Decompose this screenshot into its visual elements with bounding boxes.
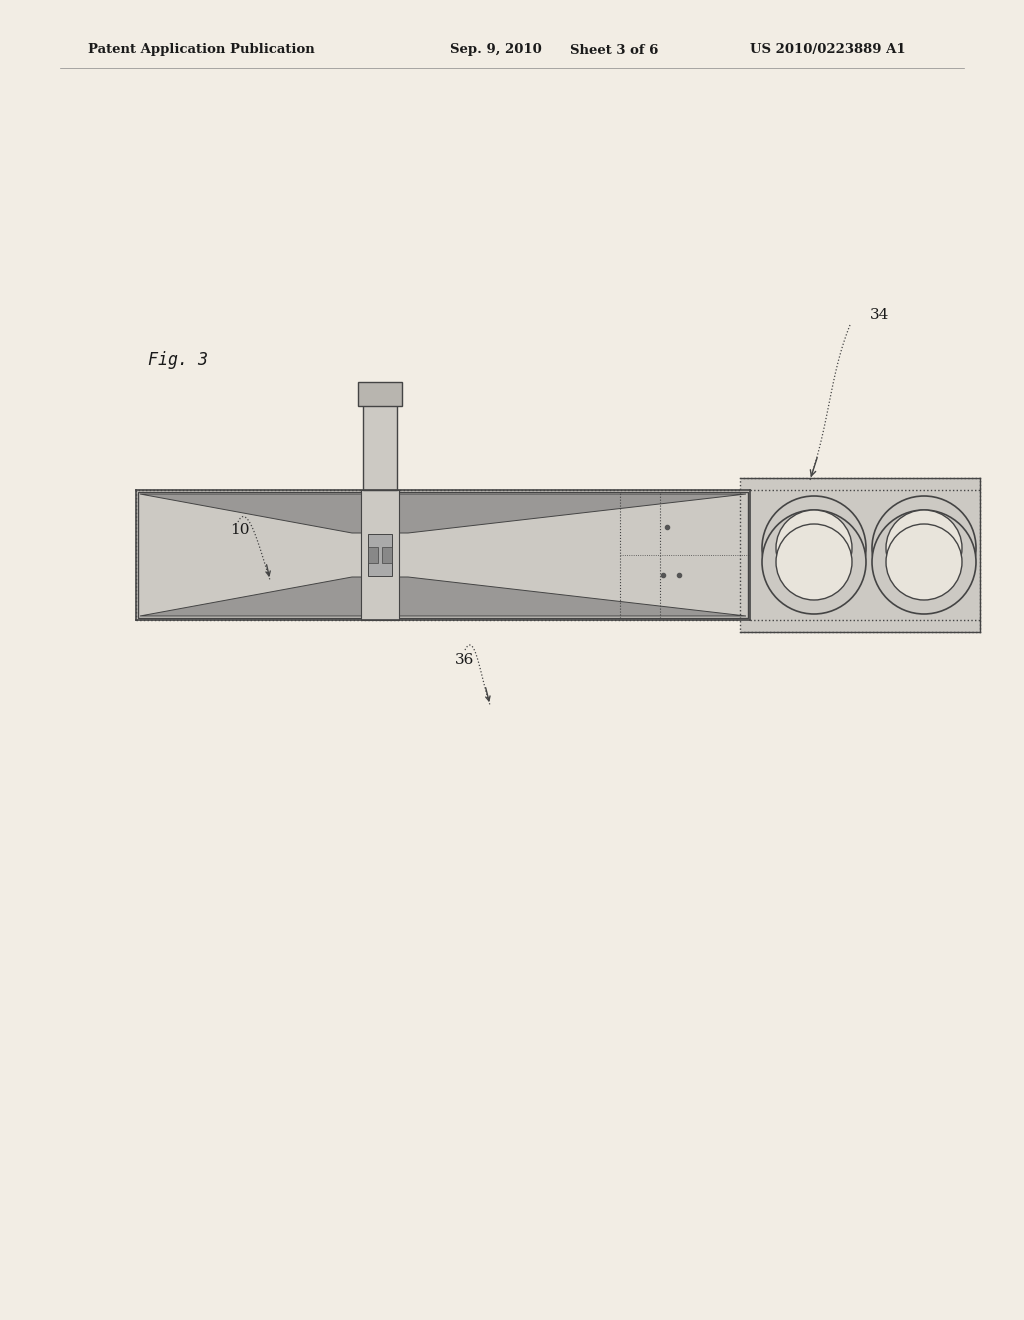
Polygon shape bbox=[140, 494, 746, 533]
Text: Fig. 3: Fig. 3 bbox=[148, 351, 208, 370]
Bar bbox=[136, 490, 750, 620]
Bar bbox=[368, 535, 392, 576]
Circle shape bbox=[776, 510, 852, 586]
Circle shape bbox=[886, 510, 962, 586]
Circle shape bbox=[762, 496, 866, 601]
Circle shape bbox=[872, 510, 976, 614]
Text: Patent Application Publication: Patent Application Publication bbox=[88, 44, 314, 57]
Text: 36: 36 bbox=[455, 653, 474, 667]
Circle shape bbox=[762, 510, 866, 614]
Text: Sheet 3 of 6: Sheet 3 of 6 bbox=[570, 44, 658, 57]
Bar bbox=[362, 389, 397, 490]
Text: US 2010/0223889 A1: US 2010/0223889 A1 bbox=[750, 44, 905, 57]
Text: Sep. 9, 2010: Sep. 9, 2010 bbox=[450, 44, 542, 57]
Circle shape bbox=[776, 524, 852, 601]
Bar bbox=[368, 546, 378, 564]
Text: 10: 10 bbox=[230, 523, 250, 537]
Bar bbox=[382, 546, 392, 564]
Bar bbox=[361, 490, 399, 620]
Circle shape bbox=[886, 524, 962, 601]
Text: 34: 34 bbox=[870, 308, 890, 322]
Bar bbox=[358, 381, 402, 407]
Polygon shape bbox=[140, 577, 746, 616]
Bar bbox=[138, 492, 748, 618]
Bar bbox=[740, 478, 980, 632]
Circle shape bbox=[872, 496, 976, 601]
